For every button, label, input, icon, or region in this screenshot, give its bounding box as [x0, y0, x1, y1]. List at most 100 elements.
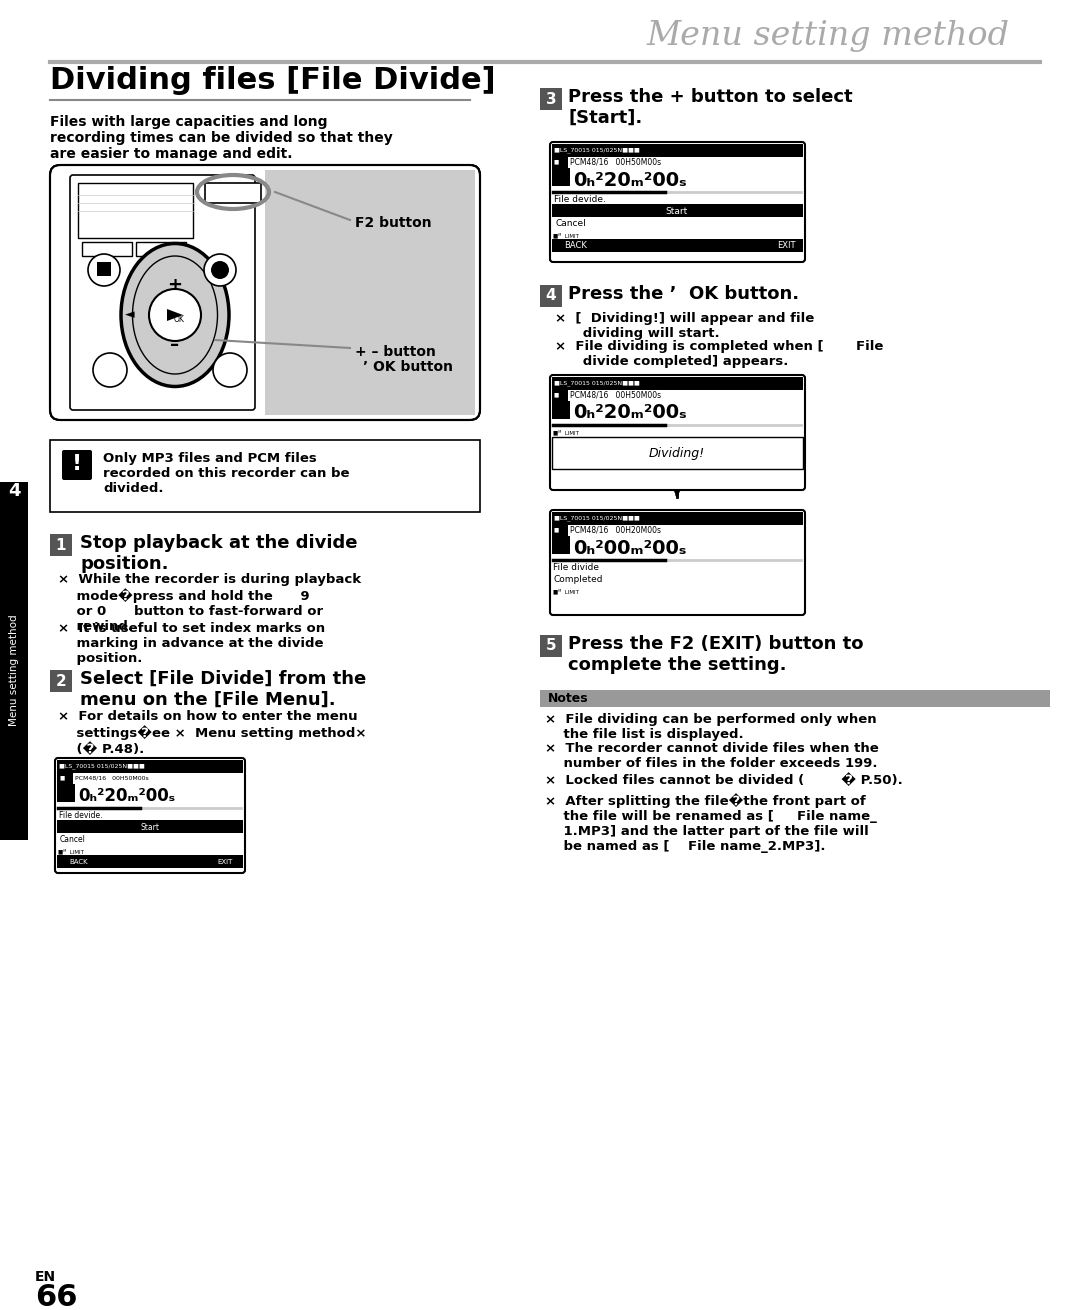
Bar — [57, 760, 243, 773]
Text: !: ! — [72, 455, 82, 474]
Bar — [552, 525, 568, 536]
Bar — [540, 88, 562, 110]
Text: 4: 4 — [545, 288, 556, 304]
FancyBboxPatch shape — [50, 165, 480, 421]
Text: ×  For details on how to enter the menu
    settings�ee ×  Menu setting method×
: × For details on how to enter the menu s… — [58, 710, 366, 756]
Text: Menu setting method: Menu setting method — [9, 614, 19, 726]
Text: ■ᴹ  LIMIT: ■ᴹ LIMIT — [553, 430, 579, 436]
Text: 5: 5 — [545, 638, 556, 654]
Bar — [78, 183, 193, 238]
Text: ×  File dividing can be performed only when
    the file list is displayed.: × File dividing can be performed only wh… — [545, 713, 877, 741]
Text: ×  While the recorder is during playback
    mode�press and hold the      9
    : × While the recorder is during playback … — [58, 572, 361, 633]
Bar — [57, 855, 243, 869]
Bar — [554, 170, 568, 183]
FancyBboxPatch shape — [55, 758, 245, 872]
Text: Cancel: Cancel — [555, 220, 585, 228]
Text: Press the F2 (EXIT) button to
complete the setting.: Press the F2 (EXIT) button to complete t… — [568, 635, 864, 673]
Text: ◄: ◄ — [125, 308, 135, 321]
FancyBboxPatch shape — [550, 141, 805, 262]
Text: ■LS_70015 015/025N■■■: ■LS_70015 015/025N■■■ — [554, 380, 639, 386]
Bar — [552, 204, 804, 217]
Text: +: + — [167, 276, 183, 293]
Bar — [57, 773, 73, 783]
Bar — [554, 403, 568, 417]
Bar — [57, 820, 243, 833]
Text: PCM48/16   00H50M00s: PCM48/16 00H50M00s — [570, 157, 661, 166]
Text: Dividing files [File Divide]: Dividing files [File Divide] — [50, 66, 496, 96]
Text: OK: OK — [174, 314, 185, 324]
Bar — [265, 170, 475, 415]
Text: PCM48/16   00H50M00s: PCM48/16 00H50M00s — [570, 390, 661, 400]
Text: Start: Start — [666, 207, 688, 216]
Text: ■LS_70015 015/025N■■■: ■LS_70015 015/025N■■■ — [59, 764, 145, 769]
Bar — [50, 440, 480, 512]
Text: ■ᴹ  LIMIT: ■ᴹ LIMIT — [553, 590, 579, 595]
Bar — [205, 183, 261, 203]
Text: Select [File Divide] from the
menu on the [File Menu].: Select [File Divide] from the menu on th… — [80, 669, 366, 709]
FancyBboxPatch shape — [550, 510, 805, 614]
Text: Notes: Notes — [548, 692, 589, 705]
Text: File devide.: File devide. — [59, 811, 103, 820]
Bar — [97, 262, 111, 276]
Text: 66: 66 — [35, 1282, 78, 1310]
Text: File divide: File divide — [553, 563, 599, 572]
Text: ■: ■ — [554, 393, 559, 397]
Text: ■ᴹ  LIMIT: ■ᴹ LIMIT — [58, 849, 84, 855]
Bar — [50, 534, 72, 555]
Text: BACK: BACK — [564, 241, 586, 250]
Text: PCM48/16   00H50M00s: PCM48/16 00H50M00s — [75, 776, 149, 781]
Text: ■: ■ — [59, 776, 64, 781]
Text: F2 button: F2 button — [355, 216, 432, 231]
Text: Start: Start — [140, 823, 160, 832]
Bar — [552, 401, 570, 419]
Text: 0ₕ²00ₘ²00ₛ: 0ₕ²00ₘ²00ₛ — [573, 538, 686, 558]
Bar — [552, 536, 570, 554]
Bar — [57, 783, 75, 802]
Bar — [552, 512, 804, 525]
Text: Completed: Completed — [553, 575, 603, 583]
Text: File devide.: File devide. — [554, 195, 606, 204]
Bar — [552, 390, 568, 401]
Text: Stop playback at the divide
position.: Stop playback at the divide position. — [80, 534, 357, 572]
Circle shape — [213, 352, 247, 386]
Text: EXIT: EXIT — [777, 241, 796, 250]
Bar — [50, 669, 72, 692]
Text: 3: 3 — [545, 92, 556, 106]
Circle shape — [93, 352, 127, 386]
Bar — [552, 377, 804, 390]
FancyBboxPatch shape — [550, 375, 805, 490]
Text: ■ᴹ  LIMIT: ■ᴹ LIMIT — [553, 233, 579, 238]
Bar — [540, 690, 1050, 707]
Text: Only MP3 files and PCM files
recorded on this recorder can be
divided.: Only MP3 files and PCM files recorded on… — [103, 452, 350, 495]
Text: ×  Locked files cannot be divided (        � P.50).: × Locked files cannot be divided ( � P.5… — [545, 773, 903, 787]
Text: 4: 4 — [8, 482, 21, 500]
Text: Menu setting method: Menu setting method — [647, 20, 1010, 52]
Text: + – button: + – button — [355, 345, 436, 359]
FancyBboxPatch shape — [62, 451, 92, 479]
Text: EXIT: EXIT — [217, 859, 232, 865]
Text: Press the ’  OK button.: Press the ’ OK button. — [568, 286, 799, 303]
Text: Cancel: Cancel — [60, 836, 86, 845]
Text: PCM48/16   00H20M00s: PCM48/16 00H20M00s — [570, 525, 661, 534]
Text: ■LS_70015 015/025N■■■: ■LS_70015 015/025N■■■ — [554, 515, 639, 521]
Bar — [554, 538, 568, 552]
Bar — [540, 286, 562, 307]
Bar — [552, 168, 570, 186]
Bar — [552, 144, 804, 157]
Text: 2: 2 — [56, 673, 66, 689]
Text: 1: 1 — [56, 537, 66, 553]
Bar — [552, 238, 804, 252]
Text: Dividing!: Dividing! — [649, 448, 705, 461]
Circle shape — [204, 254, 237, 286]
Text: EN: EN — [35, 1269, 56, 1284]
Text: BACK: BACK — [69, 859, 87, 865]
Text: 0ₕ²20ₘ²00ₛ: 0ₕ²20ₘ²00ₛ — [78, 787, 175, 806]
Text: ×  After splitting the file�the front part of
    the file will be renamed as [ : × After splitting the file�the front par… — [545, 793, 877, 853]
Bar — [82, 242, 132, 255]
Text: ×  It is useful to set index marks on
    marking in advance at the divide
    p: × It is useful to set index marks on mar… — [58, 622, 325, 665]
Bar — [136, 242, 186, 255]
Text: –: – — [171, 335, 179, 354]
Text: ■: ■ — [554, 528, 559, 532]
Text: ’ OK button: ’ OK button — [363, 360, 453, 373]
Text: ×  File dividing is completed when [       File
      divide completed] appears.: × File dividing is completed when [ File… — [555, 341, 883, 368]
